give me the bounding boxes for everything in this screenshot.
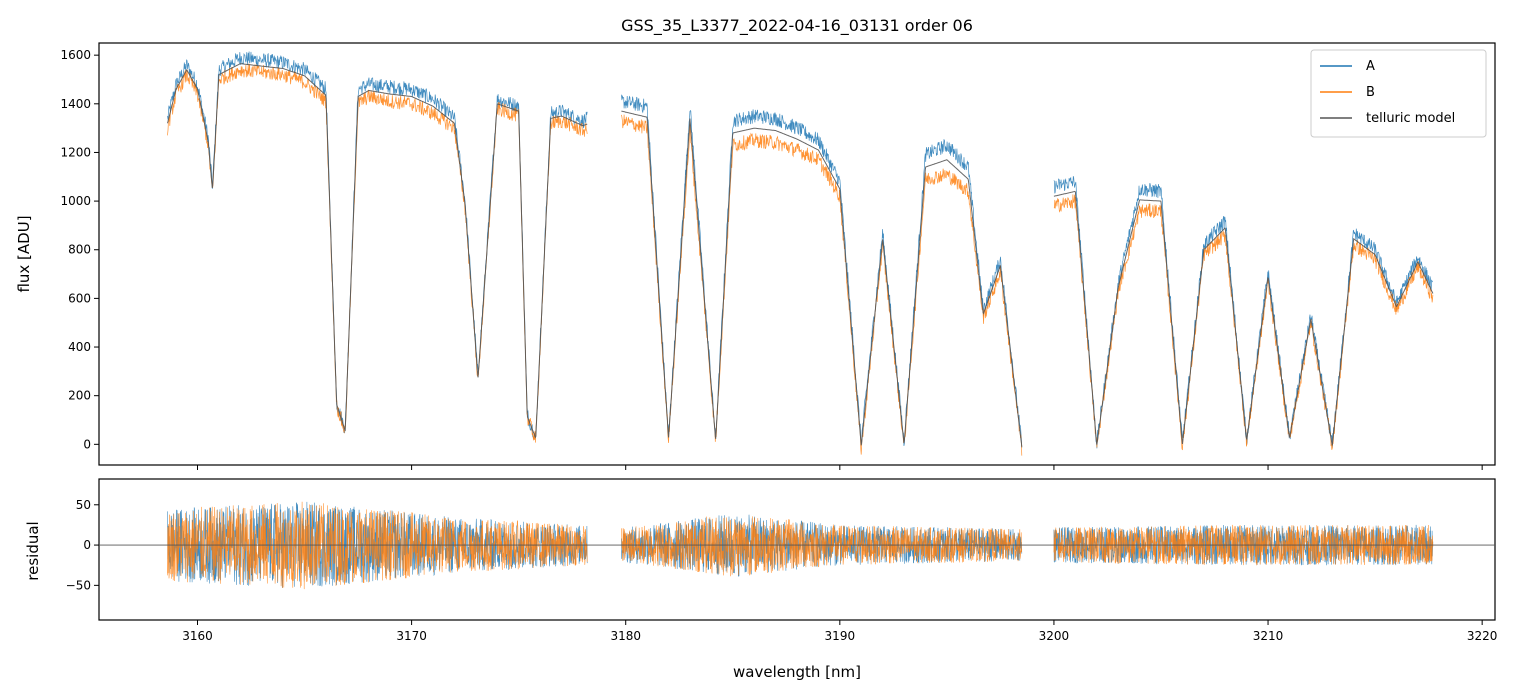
spectrum-y-tick-label: 800 xyxy=(68,243,91,257)
residual-y-tick-label: −50 xyxy=(66,578,91,592)
spectrum-panel: 0 200 400 600 800 1000 1200 1400 1600 flux [ADU]… xyxy=(15,42,1496,470)
legend-label-b: B xyxy=(1366,85,1375,100)
spectrum-line-a-segment-2 xyxy=(621,94,1023,448)
spectrum-y-tick-label: 1400 xyxy=(60,97,91,111)
residual-x-ticks: 3160 3170 3180 3190 3200 3210 3220 xyxy=(182,620,1497,643)
spectrum-line-model-segment-2 xyxy=(621,110,1023,447)
spectrum-y-axis-label: flux [ADU] xyxy=(15,215,33,292)
spectrum-y-tick-label: 200 xyxy=(68,389,91,403)
spectrum-axes-frame xyxy=(98,42,1496,466)
spectrum-y-tick-label: 1600 xyxy=(60,48,91,62)
spectrum-series-group xyxy=(167,51,1434,456)
legend: A B telluric model xyxy=(1310,49,1487,138)
residual-x-tick-label: 3170 xyxy=(396,629,427,643)
residual-line-b-segment-3 xyxy=(1053,524,1434,566)
residual-x-tick-label: 3220 xyxy=(1467,629,1498,643)
spectrum-x-ticks xyxy=(196,465,1483,470)
spectrum-line-model-segment-3 xyxy=(1053,190,1434,446)
spectrum-y-tick-label: 0 xyxy=(83,437,91,451)
residual-x-tick-label: 3210 xyxy=(1253,629,1284,643)
spectrum-line-b-segment-1 xyxy=(167,63,588,443)
residual-x-tick-label: 3160 xyxy=(182,629,213,643)
residual-y-tick-label: 50 xyxy=(76,498,91,512)
residual-x-tick-label: 3180 xyxy=(610,629,641,643)
spectrum-y-tick-label: 1200 xyxy=(60,145,91,159)
chart-title: GSS_35_L3377_2022-04-16_03131 order 06 xyxy=(621,16,973,36)
spectrum-line-model-segment-1 xyxy=(167,63,588,439)
residual-y-axis-label: residual xyxy=(24,521,42,580)
residual-x-tick-label: 3190 xyxy=(825,629,856,643)
residual-line-b-segment-2 xyxy=(621,516,1023,577)
residual-axes-frame xyxy=(98,478,1496,621)
residual-series-group xyxy=(167,501,1434,590)
residual-y-tick-label: 0 xyxy=(83,538,91,552)
residual-x-tick-label: 3200 xyxy=(1039,629,1070,643)
residual-panel: −50 0 50 3160 3170 3180 3190 3200 3210 3220 resi… xyxy=(24,478,1497,681)
spectrum-line-b-segment-2 xyxy=(621,114,1023,456)
spectrum-y-ticks: 0 200 400 600 800 1000 1200 1400 1600 xyxy=(60,48,99,451)
spectrum-y-tick-label: 1000 xyxy=(60,194,91,208)
legend-label-model: telluric model xyxy=(1366,111,1455,126)
residual-line-b-segment-1 xyxy=(167,501,588,590)
legend-frame xyxy=(1310,49,1487,138)
x-axis-label: wavelength [nm] xyxy=(733,663,861,681)
residual-y-ticks: −50 0 50 xyxy=(66,498,99,592)
spectrum-y-tick-label: 600 xyxy=(68,291,91,305)
legend-label-a: A xyxy=(1366,59,1375,74)
spectrum-y-tick-label: 400 xyxy=(68,340,91,354)
spectrum-line-a-segment-1 xyxy=(167,51,588,440)
